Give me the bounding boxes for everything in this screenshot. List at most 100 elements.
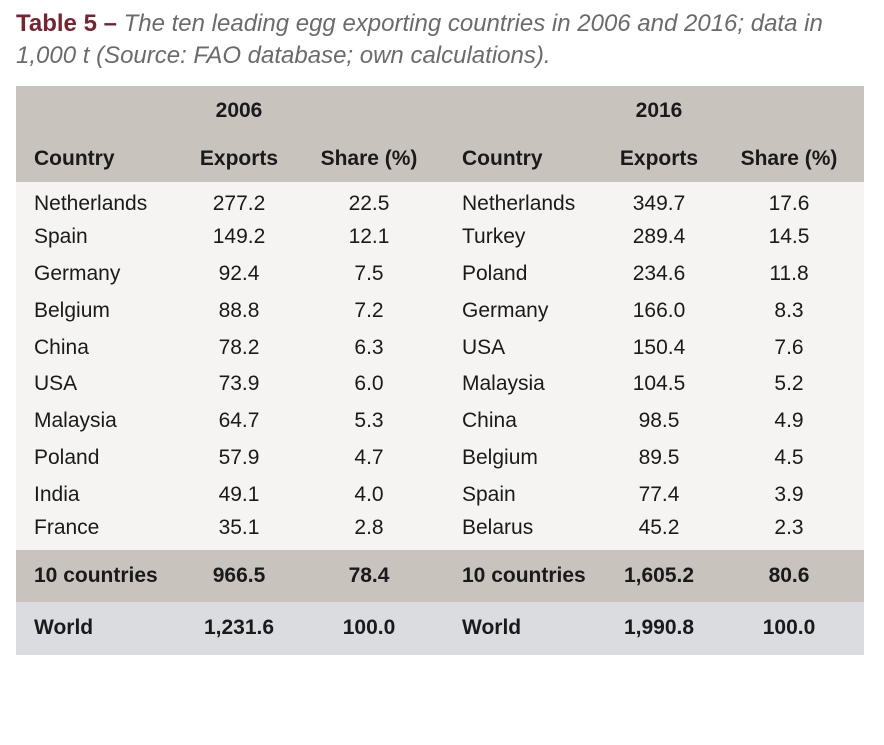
table-cell: 78.4	[348, 563, 390, 587]
total-row: 10 countries 966.5 78.4 10 countries 1,6…	[16, 549, 864, 602]
table-cell: 22.5	[348, 192, 390, 216]
table-cell: China	[462, 409, 517, 433]
table-cell: Germany	[462, 298, 549, 322]
egg-exporters-table: 2006 2016 Country Exports Share (%) Coun…	[16, 86, 864, 655]
table-cell: 1,990.8	[623, 616, 695, 640]
table-row: Germany 92.4 7.5 Poland 234.6 11.8	[16, 256, 864, 293]
table-cell: USA	[462, 335, 506, 359]
table-cell: 150.4	[632, 335, 686, 359]
table-cell: Turkey	[462, 225, 526, 249]
table-cell: India	[34, 482, 80, 506]
table-cell: 5.3	[354, 409, 384, 433]
table-cell: 4.7	[354, 445, 384, 469]
table-cell: 4.5	[774, 445, 804, 469]
column-header: Share (%)	[320, 147, 418, 170]
table-cell: 100.0	[342, 616, 396, 640]
table-cell: 77.4	[638, 482, 680, 506]
column-header: Share (%)	[740, 147, 838, 170]
table-cell: 349.7	[632, 192, 686, 216]
table-cell: 17.6	[768, 192, 810, 216]
table-cell: 11.8	[769, 261, 809, 285]
table-cell: 1,231.6	[203, 616, 275, 640]
table-cell: 289.4	[632, 225, 686, 249]
table-cell: 100.0	[762, 616, 816, 640]
table-cell: 3.9	[774, 482, 804, 506]
table-cell: 234.6	[632, 261, 686, 285]
table-cell: 277.2	[212, 192, 266, 216]
table-row: Netherlands 277.2 22.5 Netherlands 349.7 17.6	[16, 182, 864, 219]
column-header-row: Country Exports Share (%) Country Export…	[16, 136, 864, 182]
table-cell: 7.6	[774, 335, 804, 359]
table-cell: Belgium	[34, 298, 110, 322]
table-row: India 49.1 4.0 Spain 77.4 3.9	[16, 476, 864, 513]
table-cell: 64.7	[218, 409, 260, 433]
table-cell: Malaysia	[34, 409, 117, 433]
table-cell: 14.5	[768, 225, 810, 249]
table-cell: France	[34, 515, 100, 539]
table-cell: 149.2	[212, 225, 266, 249]
table-cell: World	[462, 616, 522, 640]
table-cell: 35.1	[218, 515, 260, 539]
table-cell: 8.3	[774, 298, 804, 322]
table-body: Netherlands 277.2 22.5 Netherlands 349.7 17.6…	[16, 182, 864, 550]
table-cell: 104.5	[632, 372, 686, 396]
table-cell: Spain	[34, 225, 88, 249]
table-row: Spain 149.2 12.1 Turkey 289.4 14.5	[16, 219, 864, 256]
table-cell: Spain	[462, 482, 516, 506]
table-cell: 2.3	[774, 515, 804, 539]
table-cell: 10 countries	[462, 563, 586, 587]
column-header: Country	[462, 147, 543, 170]
table-cell: 92.4	[218, 261, 260, 285]
table-cell: 80.6	[768, 563, 810, 587]
table-number: Table 5 –	[16, 10, 117, 37]
table-cell: USA	[34, 372, 78, 396]
table-row: China 78.2 6.3 USA 150.4 7.6	[16, 329, 864, 366]
table-cell: 166.0	[632, 298, 686, 322]
table-cell: 2.8	[354, 515, 384, 539]
world-row: World 1,231.6 100.0 World 1,990.8 100.0	[16, 601, 864, 655]
table-cell: Netherlands	[34, 192, 148, 216]
table-row: Belgium 88.8 7.2 Germany 166.0 8.3	[16, 292, 864, 329]
table-cell: 49.1	[218, 482, 260, 506]
table-row: USA 73.9 6.0 Malaysia 104.5 5.2	[16, 366, 864, 403]
table-row: Poland 57.9 4.7 Belgium 89.5 4.5	[16, 440, 864, 477]
table-cell: 12.1	[348, 225, 390, 249]
table-description: The ten leading egg exporting countries …	[16, 10, 823, 69]
table-cell: Belarus	[462, 515, 534, 539]
table-summary: 10 countries 966.5 78.4 10 countries 1,6…	[16, 549, 864, 655]
table-header: 2006 2016 Country Exports Share (%) Coun…	[16, 86, 864, 182]
table-cell: 966.5	[212, 563, 266, 587]
table-cell: 88.8	[218, 298, 260, 322]
table-cell: Germany	[34, 261, 121, 285]
table-cell: 6.3	[354, 335, 384, 359]
table-cell: 78.2	[218, 335, 260, 359]
table-caption: Table 5 – The ten leading egg exporting …	[16, 8, 866, 72]
table-cell: 10 countries	[34, 563, 158, 587]
year-header-row: 2006 2016	[16, 86, 864, 136]
table-cell: 73.9	[218, 372, 260, 396]
table-cell: World	[34, 616, 94, 640]
column-header: Exports	[199, 147, 279, 170]
table-cell: 5.2	[774, 372, 804, 396]
table-cell: 98.5	[638, 409, 680, 433]
table-cell: 57.9	[218, 445, 260, 469]
table-cell: 7.2	[354, 298, 384, 322]
table-cell: Belgium	[462, 445, 538, 469]
table-cell: 1,605.2	[623, 563, 695, 587]
table-cell: 89.5	[638, 445, 680, 469]
table-cell: 7.5	[354, 261, 384, 285]
table-cell: Malaysia	[462, 372, 545, 396]
table-cell: Poland	[462, 261, 528, 285]
table-cell: China	[34, 335, 89, 359]
table-cell: 45.2	[638, 515, 680, 539]
year-2006-header: 2006	[215, 99, 263, 122]
table-cell: Poland	[34, 445, 100, 469]
column-header: Exports	[619, 147, 699, 170]
table-cell: 4.9	[774, 409, 804, 433]
column-header: Country	[34, 147, 115, 170]
table-row: Malaysia 64.7 5.3 China 98.5 4.9	[16, 403, 864, 440]
table-row: France 35.1 2.8 Belarus 45.2 2.3	[16, 513, 864, 550]
table-cell: 6.0	[354, 372, 384, 396]
table-cell: Netherlands	[462, 192, 576, 216]
table-cell: 4.0	[354, 482, 384, 506]
